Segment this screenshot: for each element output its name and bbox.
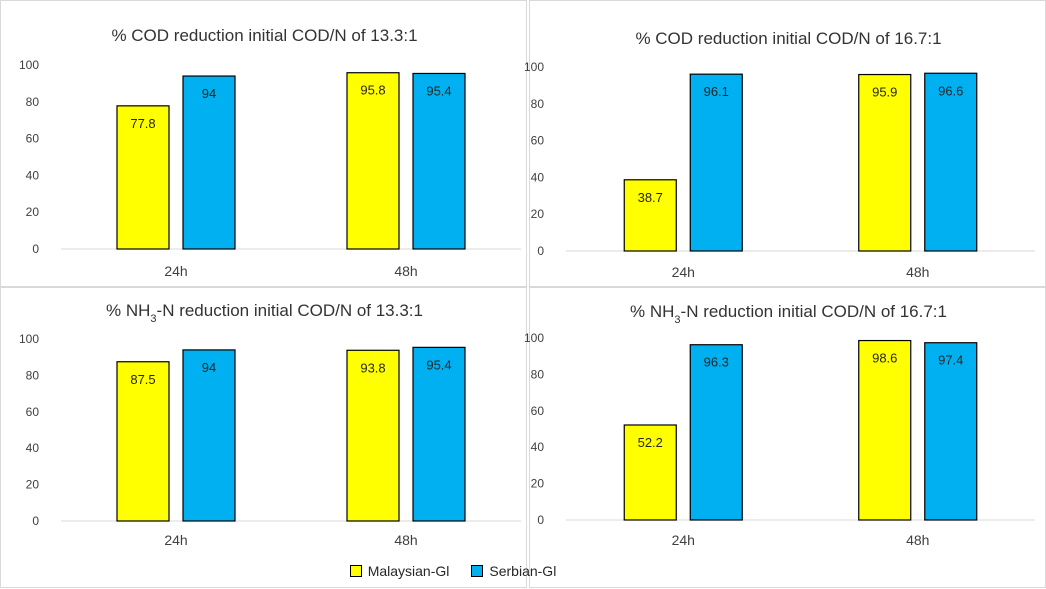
chart-panel-cod-16: % COD reduction initial COD/N of 16.7:1 0…	[524, 0, 1046, 287]
chart-panel-nh3-13: % NH3-N reduction initial COD/N of 13.3:…	[0, 287, 527, 588]
y-tick-label: 60	[531, 404, 545, 418]
x-category-label: 24h	[164, 263, 187, 279]
y-tick-label: 100	[19, 332, 39, 346]
data-label: 87.5	[130, 372, 155, 387]
y-tick-label: 0	[537, 244, 544, 258]
chart-legend: Malaysian-Gl Serbian-Gl	[0, 563, 1046, 579]
chart-title: % COD reduction initial COD/N of 13.3:1	[111, 26, 417, 45]
chart-cod-13: % COD reduction initial COD/N of 13.3:1 0…	[19, 26, 521, 279]
data-label: 95.4	[426, 357, 451, 372]
bar-malaysian-48h	[858, 73, 912, 252]
data-label: 96.1	[704, 84, 729, 99]
bar-malaysian-24h	[623, 424, 677, 521]
x-category-label: 24h	[164, 532, 187, 548]
y-tick-label: 60	[26, 405, 40, 419]
bar-serbian-48h	[412, 346, 466, 522]
data-label: 96.6	[938, 83, 963, 98]
x-category-label: 48h	[394, 532, 417, 548]
bar-malaysian-24h	[623, 179, 677, 252]
data-label: 94	[202, 86, 216, 101]
legend-label-malaysian: Malaysian-Gl	[367, 563, 450, 579]
chart-cod-16: % COD reduction initial COD/N of 16.7:1 0…	[524, 29, 1035, 280]
y-tick-label: 40	[531, 170, 545, 184]
y-tick-label: 20	[26, 478, 40, 492]
y-tick-label: 60	[531, 134, 545, 148]
y-tick-label: 40	[26, 168, 40, 182]
data-label: 38.7	[638, 190, 663, 205]
bar-serbian-24h	[182, 75, 236, 250]
chart-panel-nh3-16: % NH3-N reduction initial COD/N of 16.7:…	[524, 287, 1046, 588]
data-label: 52.2	[638, 435, 663, 450]
chart-title: % NH3-N reduction initial COD/N of 16.7:…	[630, 302, 947, 326]
bar-serbian-48h	[924, 72, 978, 252]
data-label: 95.4	[426, 83, 451, 98]
legend-swatch-malaysian	[349, 565, 362, 577]
bar-serbian-24h	[689, 344, 743, 521]
data-label: 94	[202, 360, 216, 375]
y-tick-label: 80	[26, 95, 40, 109]
chart-title: % COD reduction initial COD/N of 16.7:1	[635, 29, 941, 48]
y-tick-label: 0	[537, 513, 544, 527]
bar-malaysian-48h	[346, 72, 400, 250]
x-category-label: 48h	[394, 263, 417, 279]
bar-serbian-24h	[689, 73, 743, 252]
y-tick-label: 60	[26, 132, 40, 146]
y-tick-label: 80	[531, 367, 545, 381]
y-tick-label: 0	[32, 514, 39, 528]
legend-item-malaysian: Malaysian-Gl	[349, 563, 450, 579]
bar-malaysian-48h	[346, 349, 400, 522]
bar-malaysian-24h	[116, 105, 170, 250]
data-label: 97.4	[938, 353, 963, 368]
y-tick-label: 20	[26, 205, 40, 219]
y-tick-label: 20	[531, 207, 545, 221]
legend-group: Malaysian-Gl Serbian-Gl	[349, 563, 556, 579]
legend-label-serbian: Serbian-Gl	[489, 563, 557, 579]
bar-malaysian-48h	[858, 339, 912, 521]
chart-title: % NH3-N reduction initial COD/N of 13.3:…	[106, 301, 423, 325]
y-tick-label: 40	[26, 441, 40, 455]
x-category-label: 48h	[906, 532, 929, 548]
legend-item-serbian: Serbian-Gl	[471, 563, 556, 579]
bar-serbian-48h	[924, 342, 978, 521]
y-tick-label: 40	[531, 440, 545, 454]
legend-swatch-serbian	[471, 565, 484, 577]
data-label: 95.9	[872, 85, 897, 100]
data-label: 77.8	[130, 116, 155, 131]
chart-panel-cod-13: % COD reduction initial COD/N of 13.3:1 0…	[0, 0, 527, 287]
y-tick-label: 100	[524, 331, 544, 345]
data-label: 98.6	[872, 351, 897, 366]
bar-serbian-24h	[182, 349, 236, 522]
x-category-label: 48h	[906, 264, 929, 280]
y-tick-label: 100	[524, 60, 544, 74]
y-tick-label: 80	[531, 97, 545, 111]
data-label: 95.8	[360, 83, 385, 98]
y-tick-label: 0	[32, 242, 39, 256]
chart-nh3-16: % NH3-N reduction initial COD/N of 16.7:…	[524, 302, 1035, 548]
y-tick-label: 20	[531, 477, 545, 491]
bar-malaysian-24h	[116, 361, 170, 522]
x-category-label: 24h	[672, 532, 695, 548]
x-category-label: 24h	[672, 264, 695, 280]
y-tick-label: 100	[19, 58, 39, 72]
bar-serbian-48h	[412, 72, 466, 250]
chart-nh3-13: % NH3-N reduction initial COD/N of 13.3:…	[19, 301, 521, 548]
y-tick-label: 80	[26, 368, 40, 382]
data-label: 93.8	[360, 360, 385, 375]
data-label: 96.3	[704, 355, 729, 370]
